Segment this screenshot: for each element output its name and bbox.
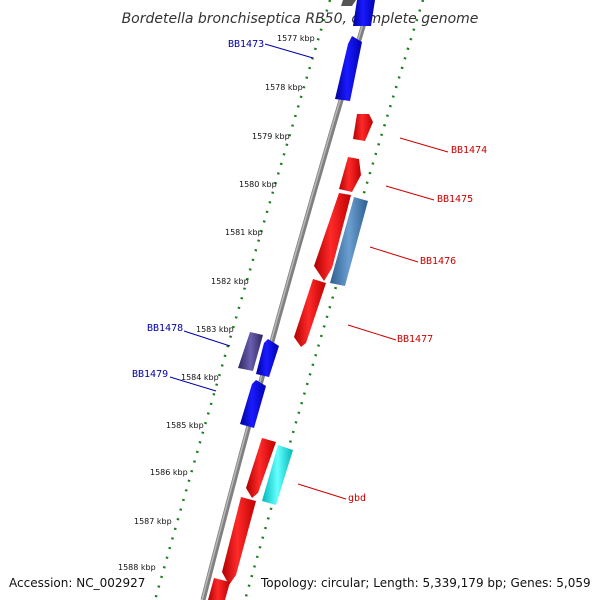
tick-label: 1586 kbp xyxy=(150,468,188,477)
gene-feature[interactable] xyxy=(353,114,373,141)
gene-feature[interactable] xyxy=(339,157,361,192)
leader-line xyxy=(399,137,449,153)
gene-feature[interactable] xyxy=(353,0,375,26)
label-leaders xyxy=(169,43,449,500)
tick-label: 1587 kbp xyxy=(134,517,172,526)
tick-label: 1588 kbp xyxy=(118,563,156,572)
tick-label: 1584 kbp xyxy=(181,373,219,382)
gene-features xyxy=(208,0,375,600)
leader-line xyxy=(385,185,435,201)
gene-labels: BB1473 BB1474 BB1475 BB1476 BB1478 BB147… xyxy=(132,39,487,504)
gene-feature[interactable] xyxy=(294,279,326,347)
gene-feature[interactable] xyxy=(222,497,256,585)
leader-line xyxy=(369,246,419,263)
gene-label-bb1475[interactable]: BB1475 xyxy=(437,194,473,205)
gene-feature[interactable] xyxy=(208,578,230,600)
gene-label-gbd[interactable]: gbd xyxy=(348,493,366,504)
gene-feature[interactable] xyxy=(246,438,276,498)
tick-label: 1579 kbp xyxy=(252,132,290,141)
gene-label-bb1477[interactable]: BB1477 xyxy=(397,334,433,345)
accession-text: Accession: NC_002927 xyxy=(9,576,145,590)
tick-label: 1585 kbp xyxy=(166,421,204,430)
gene-label-bb1473[interactable]: BB1473 xyxy=(228,39,264,50)
gene-label-bb1474[interactable]: BB1474 xyxy=(451,145,487,156)
tick-label: 1581 kbp xyxy=(225,228,263,237)
genome-summary-text: Topology: circular; Length: 5,339,179 bp… xyxy=(260,576,591,590)
tick-label: 1580 kbp xyxy=(239,180,277,189)
tick-label: 1582 kbp xyxy=(211,277,249,286)
leader-line xyxy=(183,330,231,347)
leader-line xyxy=(347,324,397,341)
leader-line xyxy=(297,483,347,500)
tick-label: 1578 kbp xyxy=(265,83,303,92)
tick-label: 1583 kbp xyxy=(196,325,234,334)
gene-feature[interactable] xyxy=(256,339,279,377)
leader-line xyxy=(264,43,314,59)
gene-label-bb1479[interactable]: BB1479 xyxy=(132,369,168,380)
gene-feature[interactable] xyxy=(238,332,263,371)
gene-feature[interactable] xyxy=(330,197,368,286)
gene-feature[interactable] xyxy=(335,36,362,101)
gene-feature[interactable] xyxy=(262,445,293,505)
gene-feature[interactable] xyxy=(341,0,356,6)
leader-line xyxy=(169,376,217,392)
tick-label: 1577 kbp xyxy=(277,34,315,43)
kbp-ticks: 1577 kbp 1578 kbp 1579 kbp 1580 kbp 1581… xyxy=(118,34,315,572)
map-title: Bordetella bronchiseptica RB50, complete… xyxy=(122,11,479,27)
gene-label-bb1476[interactable]: BB1476 xyxy=(420,256,456,267)
gene-feature[interactable] xyxy=(240,380,266,428)
gene-feature[interactable] xyxy=(314,193,351,281)
gene-label-bb1478[interactable]: BB1478 xyxy=(147,323,183,334)
